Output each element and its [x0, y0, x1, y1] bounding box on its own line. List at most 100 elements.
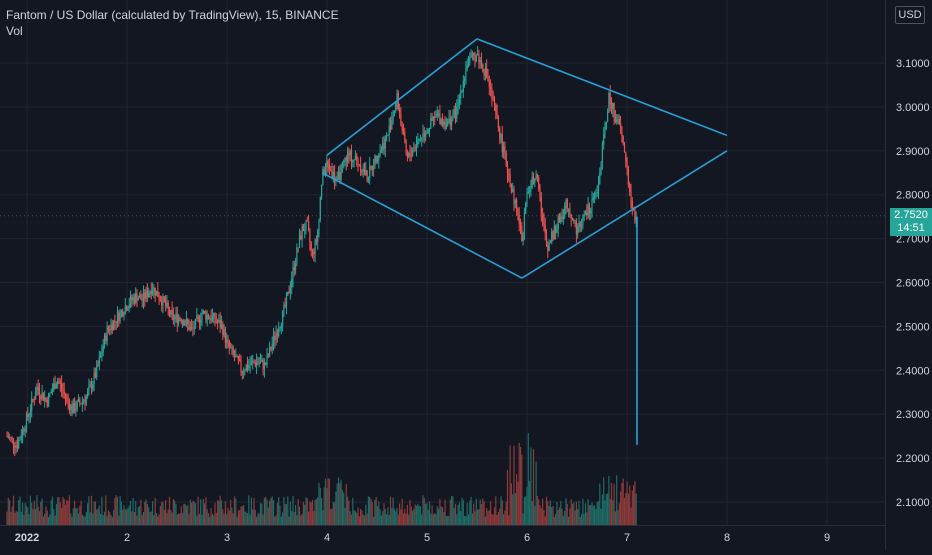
- candle-body: [79, 399, 81, 404]
- volume-bar: [384, 508, 386, 525]
- volume-bar: [308, 511, 310, 525]
- volume-bar: [154, 497, 156, 525]
- candle-body: [42, 392, 44, 401]
- candle-body: [412, 151, 414, 156]
- y-tick-label: 2.7000: [896, 234, 930, 246]
- volume-bar: [20, 511, 22, 525]
- diamond-upper-left: [326, 38, 478, 156]
- volume-bar: [345, 484, 347, 525]
- candle-body: [116, 312, 119, 323]
- volume-bar: [414, 504, 416, 525]
- volume-bar: [509, 445, 511, 525]
- volume-bar: [306, 498, 308, 525]
- candle-body: [276, 333, 278, 336]
- volume-bar: [132, 497, 134, 525]
- candle-body: [274, 335, 276, 340]
- candle-body: [428, 128, 431, 130]
- candle-body: [469, 57, 471, 63]
- volume-bar: [466, 502, 468, 525]
- candle-body: [77, 399, 80, 402]
- candle-body: [552, 231, 554, 240]
- diamond-lower-left: [321, 172, 523, 279]
- volume-bar: [512, 494, 514, 525]
- volume-bar: [599, 483, 601, 525]
- candle-body: [505, 153, 507, 167]
- volume-bar: [254, 509, 256, 525]
- candle-body: [129, 296, 132, 305]
- candle-body: [170, 309, 172, 315]
- candle-body: [418, 139, 420, 141]
- volume-bar: [126, 509, 128, 525]
- volume-bar: [380, 515, 382, 525]
- candle-body: [555, 225, 557, 234]
- candle-body: [49, 393, 51, 394]
- volume-bar: [337, 477, 340, 525]
- x-tick-label: 3: [224, 532, 230, 544]
- volume-bar: [284, 503, 286, 525]
- volume-bar: [361, 510, 363, 525]
- volume-bar: [582, 498, 584, 525]
- candle-body: [457, 102, 459, 108]
- diamond-upper-right: [476, 38, 728, 137]
- candle-body: [620, 124, 622, 131]
- candle-body: [435, 115, 437, 118]
- volume-bar: [244, 511, 246, 525]
- volume-bar: [439, 499, 441, 525]
- volume-bar: [248, 495, 250, 525]
- candle-body: [308, 221, 310, 231]
- volume-bar: [93, 501, 95, 525]
- candle-body: [547, 245, 549, 252]
- currency-button[interactable]: USD: [895, 6, 925, 24]
- volume-bar: [562, 516, 564, 525]
- volume-bar: [98, 505, 100, 525]
- volume-bar: [634, 480, 636, 525]
- volume-bar: [405, 513, 407, 525]
- candle-body: [392, 115, 394, 121]
- candle-body: [544, 224, 546, 234]
- volume-bar: [171, 512, 173, 525]
- bar-countdown: 14:51: [897, 222, 925, 234]
- candle-body: [300, 235, 302, 240]
- candle-body: [460, 91, 462, 99]
- candle-body: [175, 313, 177, 317]
- volume-bar: [184, 503, 186, 525]
- volume-label: Vol: [6, 24, 23, 38]
- volume-bar: [328, 478, 330, 525]
- candle-body: [189, 326, 191, 330]
- candle-body: [206, 314, 208, 320]
- volume-bar: [609, 499, 611, 525]
- candle-body: [545, 233, 548, 246]
- volume-bar: [266, 499, 268, 525]
- candle-body: [631, 201, 633, 210]
- volume-bar: [319, 487, 321, 525]
- candle-body: [9, 437, 11, 439]
- candle-body: [352, 160, 354, 162]
- volume-bar: [523, 497, 525, 525]
- volume-bar: [513, 445, 515, 525]
- volume-bar: [404, 509, 406, 525]
- candle-body: [560, 216, 562, 223]
- candle-body: [261, 360, 263, 362]
- candle-body: [618, 118, 620, 125]
- volume-bar: [89, 512, 91, 525]
- candle-body: [144, 292, 146, 299]
- volume-bar: [352, 497, 354, 525]
- volume-bar: [128, 505, 130, 525]
- candle-body: [223, 329, 225, 336]
- volume-bar: [604, 500, 606, 525]
- volume-bar: [565, 498, 567, 525]
- volume-bar: [440, 506, 442, 525]
- volume-bar: [441, 507, 444, 525]
- volume-bar: [483, 501, 485, 525]
- candle-body: [571, 218, 574, 221]
- volume-bar: [321, 498, 323, 525]
- volume-bar: [204, 503, 206, 525]
- volume-bar: [239, 510, 241, 525]
- volume-bar: [84, 516, 86, 525]
- x-tick-label: 5: [424, 532, 430, 544]
- candle-body: [617, 118, 619, 120]
- volume-bar: [530, 447, 532, 525]
- volume-bar: [371, 502, 373, 525]
